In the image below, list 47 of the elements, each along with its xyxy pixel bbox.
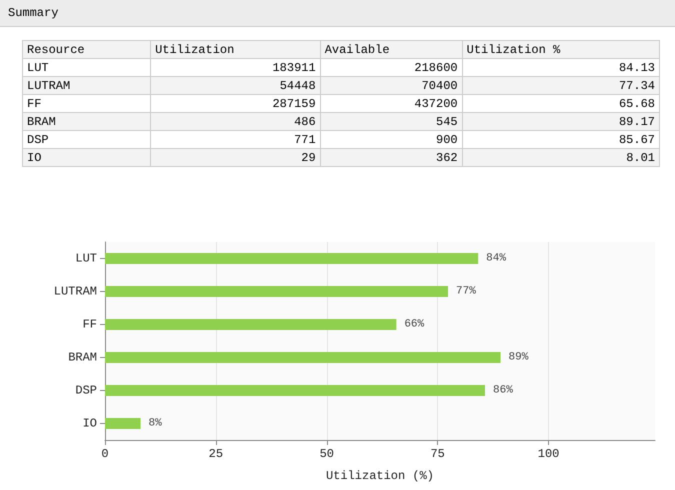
text: 900	[320, 130, 462, 148]
x-tick-label: 25	[208, 447, 224, 461]
text: 70400	[320, 76, 462, 94]
data-label: 8%	[148, 418, 162, 430]
text: 8.01	[462, 148, 660, 166]
data-label: 89%	[508, 352, 529, 364]
bar	[105, 286, 448, 297]
text: Utilization	[150, 40, 320, 58]
text: 486	[150, 112, 320, 130]
bar	[105, 352, 501, 363]
x-tick-label: 0	[101, 447, 109, 461]
text: 771	[150, 130, 320, 148]
text: Summary	[0, 0, 675, 27]
text: 54448	[150, 76, 320, 94]
y-tick-label: DSP	[75, 384, 97, 398]
bar	[105, 418, 141, 429]
text: Available	[320, 40, 462, 58]
text: 85.67	[462, 130, 660, 148]
text: 89.17	[462, 112, 660, 130]
data-label: 86%	[492, 384, 514, 396]
data-label: 84%	[486, 252, 506, 264]
x-tick-label: 100	[538, 447, 560, 461]
x-tick-label: 50	[320, 447, 334, 461]
y-tick-label: LUT	[75, 252, 97, 266]
text: 437200	[320, 94, 462, 112]
bar	[105, 253, 478, 264]
x-axis-title: Utilization (%)	[326, 469, 434, 483]
text: Resource	[22, 40, 151, 58]
y-tick-label: BRAM	[68, 350, 97, 364]
text: 218600	[320, 58, 462, 76]
data-label: 66%	[404, 318, 425, 330]
y-tick-label: LUTRAM	[54, 284, 97, 298]
text: 84.13	[462, 58, 660, 76]
text: 362	[320, 148, 462, 166]
text: 287159	[150, 94, 320, 112]
y-tick-label: IO	[82, 416, 97, 430]
text: 65.68	[462, 94, 660, 112]
bar	[105, 385, 485, 396]
data-label: 77%	[456, 286, 476, 298]
y-tick-label: FF	[82, 318, 97, 332]
bar	[105, 319, 396, 330]
text: Utilization %	[462, 40, 660, 58]
text: 77.34	[462, 76, 660, 94]
text: 29	[150, 148, 320, 166]
text: 545	[320, 112, 462, 130]
x-tick-label: 75	[430, 447, 445, 461]
text: 183911	[150, 58, 320, 76]
